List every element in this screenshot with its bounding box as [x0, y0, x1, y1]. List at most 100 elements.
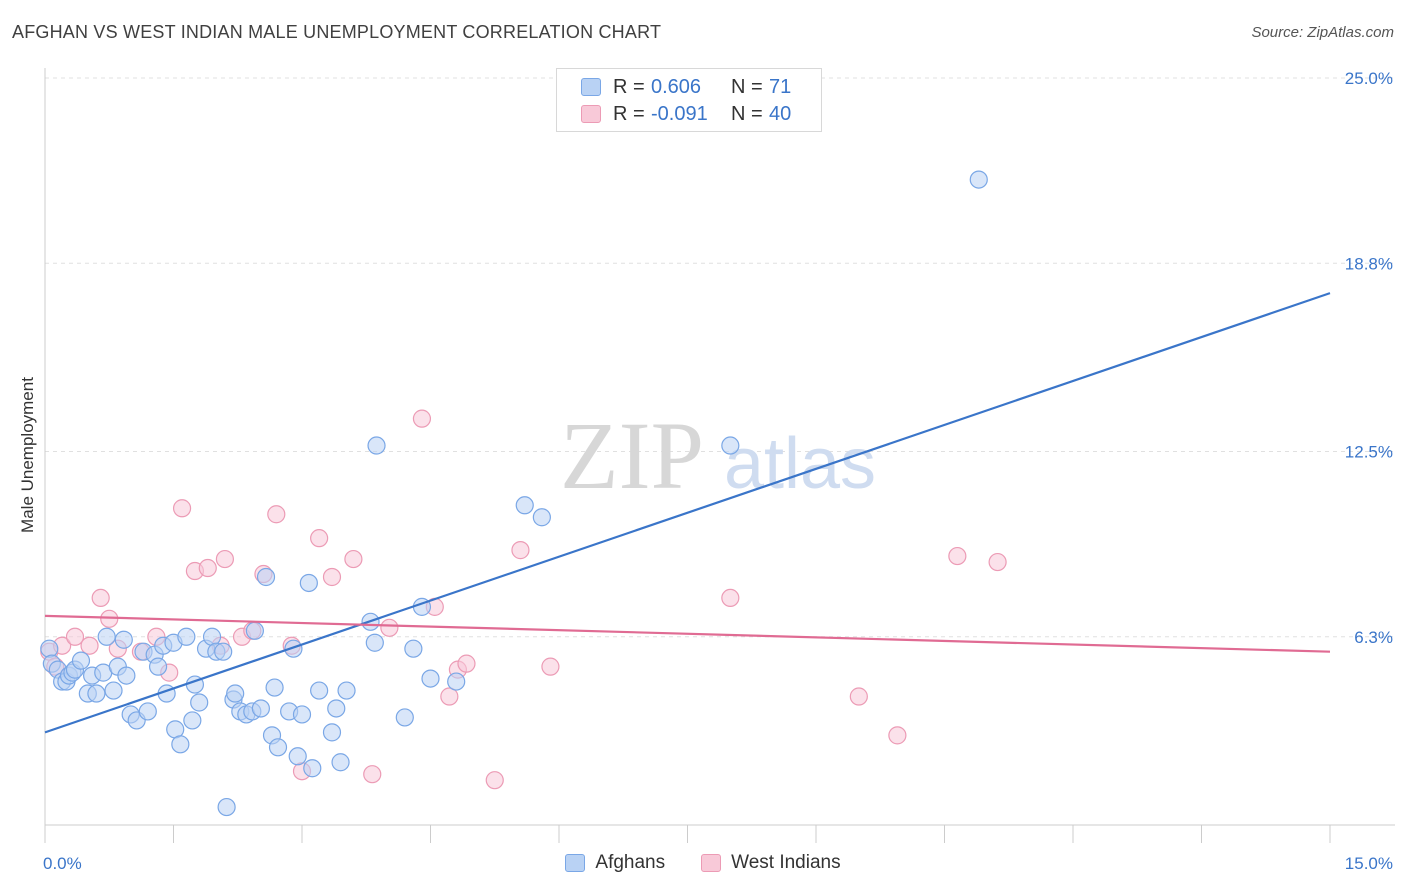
data-point [104, 681, 123, 700]
data-point [337, 681, 356, 700]
x-tick-label: 0.0% [43, 854, 82, 873]
data-point [226, 684, 245, 703]
data-point [245, 621, 264, 640]
data-point [380, 618, 399, 637]
data-point [268, 738, 288, 757]
data-point [367, 436, 386, 455]
gridlines [45, 77, 1395, 638]
data-point [214, 642, 233, 661]
data-point [327, 699, 346, 718]
data-point [202, 627, 222, 646]
y-tick-label: 6.3% [1354, 628, 1393, 647]
y-axis-title: Male Unemployment [18, 377, 37, 533]
stats-box: R = 0.606 N = 71 R = -0.091 N = 40 [556, 68, 822, 132]
legend-label: West Indians [731, 852, 841, 873]
data-point [344, 549, 363, 569]
data-point [457, 654, 476, 673]
data-point [265, 678, 284, 697]
legend-item-afghans[interactable]: Afghans [565, 852, 665, 874]
data-point [515, 496, 534, 515]
legend-label: Afghans [595, 852, 666, 873]
data-point [888, 726, 907, 745]
y-tick-label: 25.0% [1345, 69, 1393, 88]
legend-item-west-indians[interactable]: West Indians [701, 852, 841, 874]
axes [44, 68, 1395, 843]
west-indians-swatch [701, 854, 722, 872]
data-point [198, 558, 217, 578]
afghans-points [40, 170, 988, 817]
afghans-trend-line [44, 292, 1331, 734]
legend: Afghans West Indians [0, 852, 1406, 874]
tick-labels: 6.3% 12.5% 18.8% 25.0% 0.0% 15.0% [43, 69, 1393, 873]
data-point [969, 170, 988, 189]
data-point [721, 588, 740, 608]
data-point [117, 666, 136, 685]
data-point [251, 699, 270, 718]
r-value: -0.091 [651, 102, 708, 125]
data-point [177, 627, 196, 646]
data-point [310, 529, 329, 548]
data-point [365, 633, 384, 652]
watermark: ZIP atlas [560, 402, 876, 509]
data-point [363, 765, 382, 784]
trend-lines [44, 292, 1331, 734]
n-value: 71 [769, 75, 792, 98]
data-point [292, 705, 312, 724]
data-point [71, 651, 91, 670]
afghans-swatch [581, 78, 601, 96]
data-point [948, 546, 967, 566]
chart-title: AFGHAN VS WEST INDIAN MALE UNEMPLOYMENT … [12, 22, 662, 42]
n-label: N = [731, 75, 763, 98]
data-point [303, 759, 322, 778]
y-tick-label: 12.5% [1345, 443, 1393, 462]
data-point [256, 567, 276, 587]
data-point [849, 687, 868, 706]
stats-row-west-indians: R = -0.091 N = 40 [581, 101, 791, 127]
data-point [447, 672, 466, 691]
data-point [138, 702, 157, 721]
west-indians-swatch [581, 105, 601, 123]
data-point [87, 684, 106, 703]
data-point [91, 588, 110, 608]
data-point [299, 573, 318, 593]
data-point [541, 657, 560, 676]
data-point [172, 499, 192, 518]
data-point [97, 627, 116, 646]
watermark-zip: ZIP [560, 402, 704, 509]
data-point [412, 409, 432, 428]
x-tick-label: 15.0% [1345, 854, 1393, 873]
r-label: R = [613, 102, 645, 125]
data-point [485, 771, 504, 790]
stats-row-afghans: R = 0.606 N = 71 [581, 74, 791, 100]
data-point [148, 657, 168, 676]
data-point [721, 436, 740, 455]
chart-source: Source: ZipAtlas.com [1251, 24, 1394, 41]
data-point [440, 687, 459, 706]
data-point [267, 505, 286, 524]
data-point [322, 723, 342, 742]
data-point [288, 747, 307, 766]
r-label: R = [613, 75, 645, 98]
data-point [421, 669, 440, 688]
data-point [114, 630, 133, 649]
data-point [532, 508, 551, 527]
r-value: 0.606 [651, 75, 702, 98]
n-value: 40 [769, 102, 792, 125]
data-point [80, 636, 99, 655]
data-point [217, 797, 236, 817]
data-point [183, 711, 202, 730]
data-point [511, 541, 530, 560]
y-tick-label: 18.8% [1345, 254, 1393, 273]
data-point [331, 753, 350, 772]
data-point [65, 627, 85, 646]
data-point [40, 639, 59, 658]
data-point [190, 693, 209, 712]
data-point [322, 567, 342, 587]
n-label: N = [731, 102, 763, 125]
west-indians-trend-line [44, 614, 1331, 653]
data-point [395, 708, 414, 727]
data-point [988, 552, 1007, 572]
data-point [310, 681, 329, 700]
afghans-swatch [565, 854, 586, 872]
